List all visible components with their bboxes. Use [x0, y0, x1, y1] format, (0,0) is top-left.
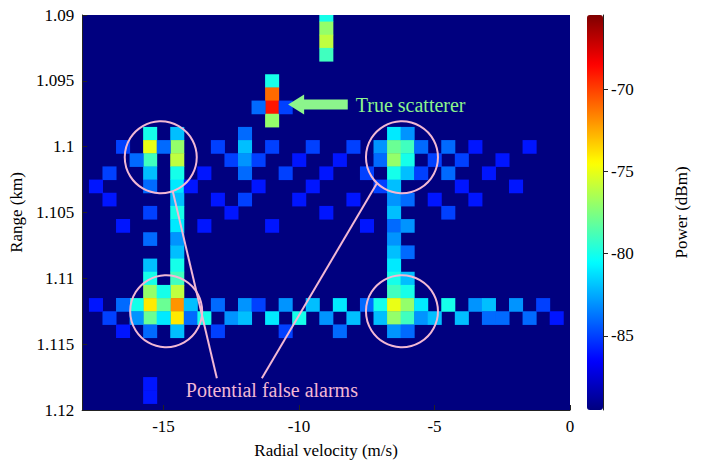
svg-text:-75: -75	[611, 162, 634, 181]
svg-text:-70: -70	[611, 80, 634, 99]
svg-text:-5: -5	[427, 417, 441, 436]
svg-text:-80: -80	[611, 244, 634, 263]
svg-text:0: 0	[566, 417, 575, 436]
svg-text:Radial velocity (m/s): Radial velocity (m/s)	[254, 441, 398, 460]
svg-text:1.115: 1.115	[37, 335, 75, 354]
svg-text:-10: -10	[288, 417, 311, 436]
svg-text:Range (km): Range (km)	[7, 172, 26, 253]
svg-text:True scatterer: True scatterer	[356, 94, 466, 116]
svg-text:1.09: 1.09	[44, 6, 74, 25]
svg-text:1.1: 1.1	[53, 137, 74, 156]
svg-text:1.095: 1.095	[36, 71, 74, 90]
svg-text:-15: -15	[152, 417, 175, 436]
svg-text:1.105: 1.105	[36, 203, 74, 222]
svg-text:Potential false alarms: Potential false alarms	[186, 379, 358, 401]
svg-text:-85: -85	[611, 326, 634, 345]
svg-text:1.12: 1.12	[44, 401, 74, 420]
svg-text:Power (dBm): Power (dBm)	[672, 166, 691, 258]
svg-text:1.11: 1.11	[45, 269, 74, 288]
